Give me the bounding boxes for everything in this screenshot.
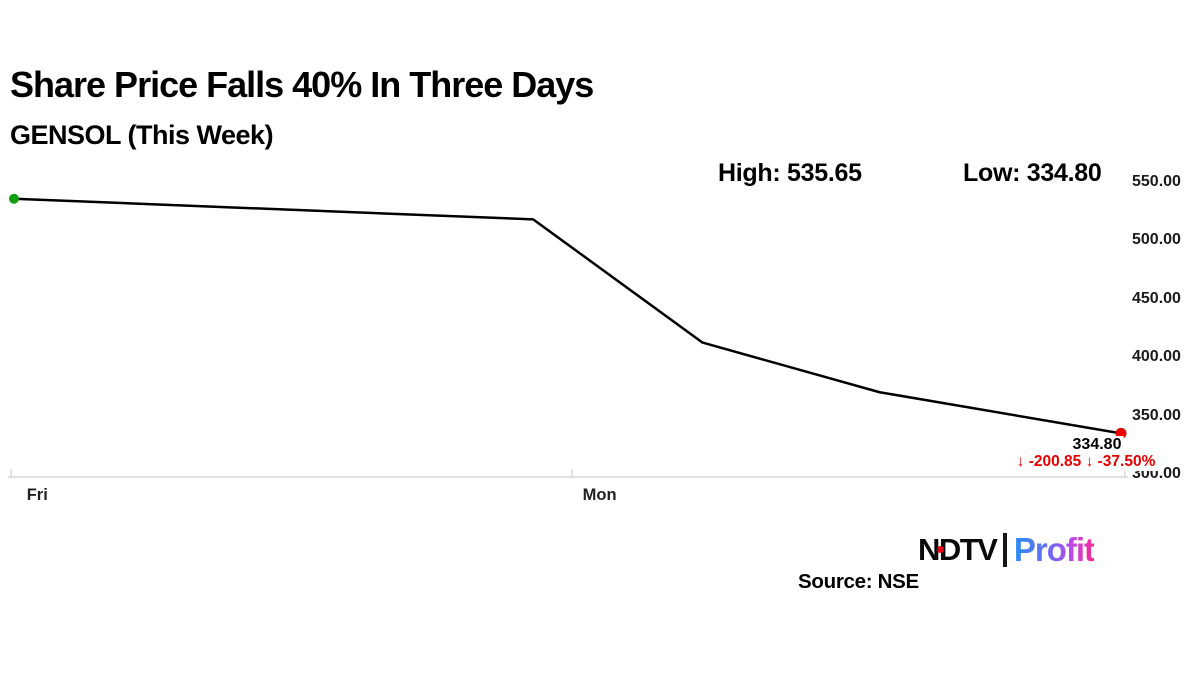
y-axis-tick-label: 500.00 [1132,231,1181,249]
last-price-annotation: 334.80 [1070,436,1124,454]
logo-divider-bar [1003,533,1007,567]
y-axis-tick-label: 350.00 [1132,406,1181,424]
x-axis: Fri Mon [0,486,1200,508]
x-axis-tick-label-fri: Fri [26,486,48,504]
y-axis-tick-label: 550.00 [1132,173,1181,190]
ndtv-logo-text: NDTV [918,532,998,567]
low-stat-value: 334.80 [1026,159,1102,187]
x-axis-tick-label-mon: Mon [582,486,617,504]
ndtv-profit-logo: NDTV Profit [918,530,1095,570]
y-axis-tick-label: 400.00 [1132,348,1181,366]
low-stat: Low: 334.80 [963,159,1102,188]
ndtv-logo-red-dot [937,546,944,553]
page-title: Share Price Falls 40% In Three Days [10,64,594,105]
price-change-annotation: ↓ -200.85 ↓ -37.50% [1013,453,1159,471]
profit-logo-text: Profit [1013,531,1095,568]
source-attribution: Source: NSE [798,570,919,593]
ndtv-logo: NDTV [918,532,998,568]
high-stat-label: High: [718,159,781,187]
start-marker-dot [9,193,19,204]
high-stat: High: 535.65 [718,159,862,188]
high-stat-value: 535.65 [787,159,862,187]
low-stat-label: Low: [963,159,1021,187]
y-axis-tick-label: 450.00 [1132,289,1181,307]
price-line [13,197,1122,435]
chart-subtitle: GENSOL (This Week) [10,120,274,150]
price-line-chart [8,193,1128,478]
